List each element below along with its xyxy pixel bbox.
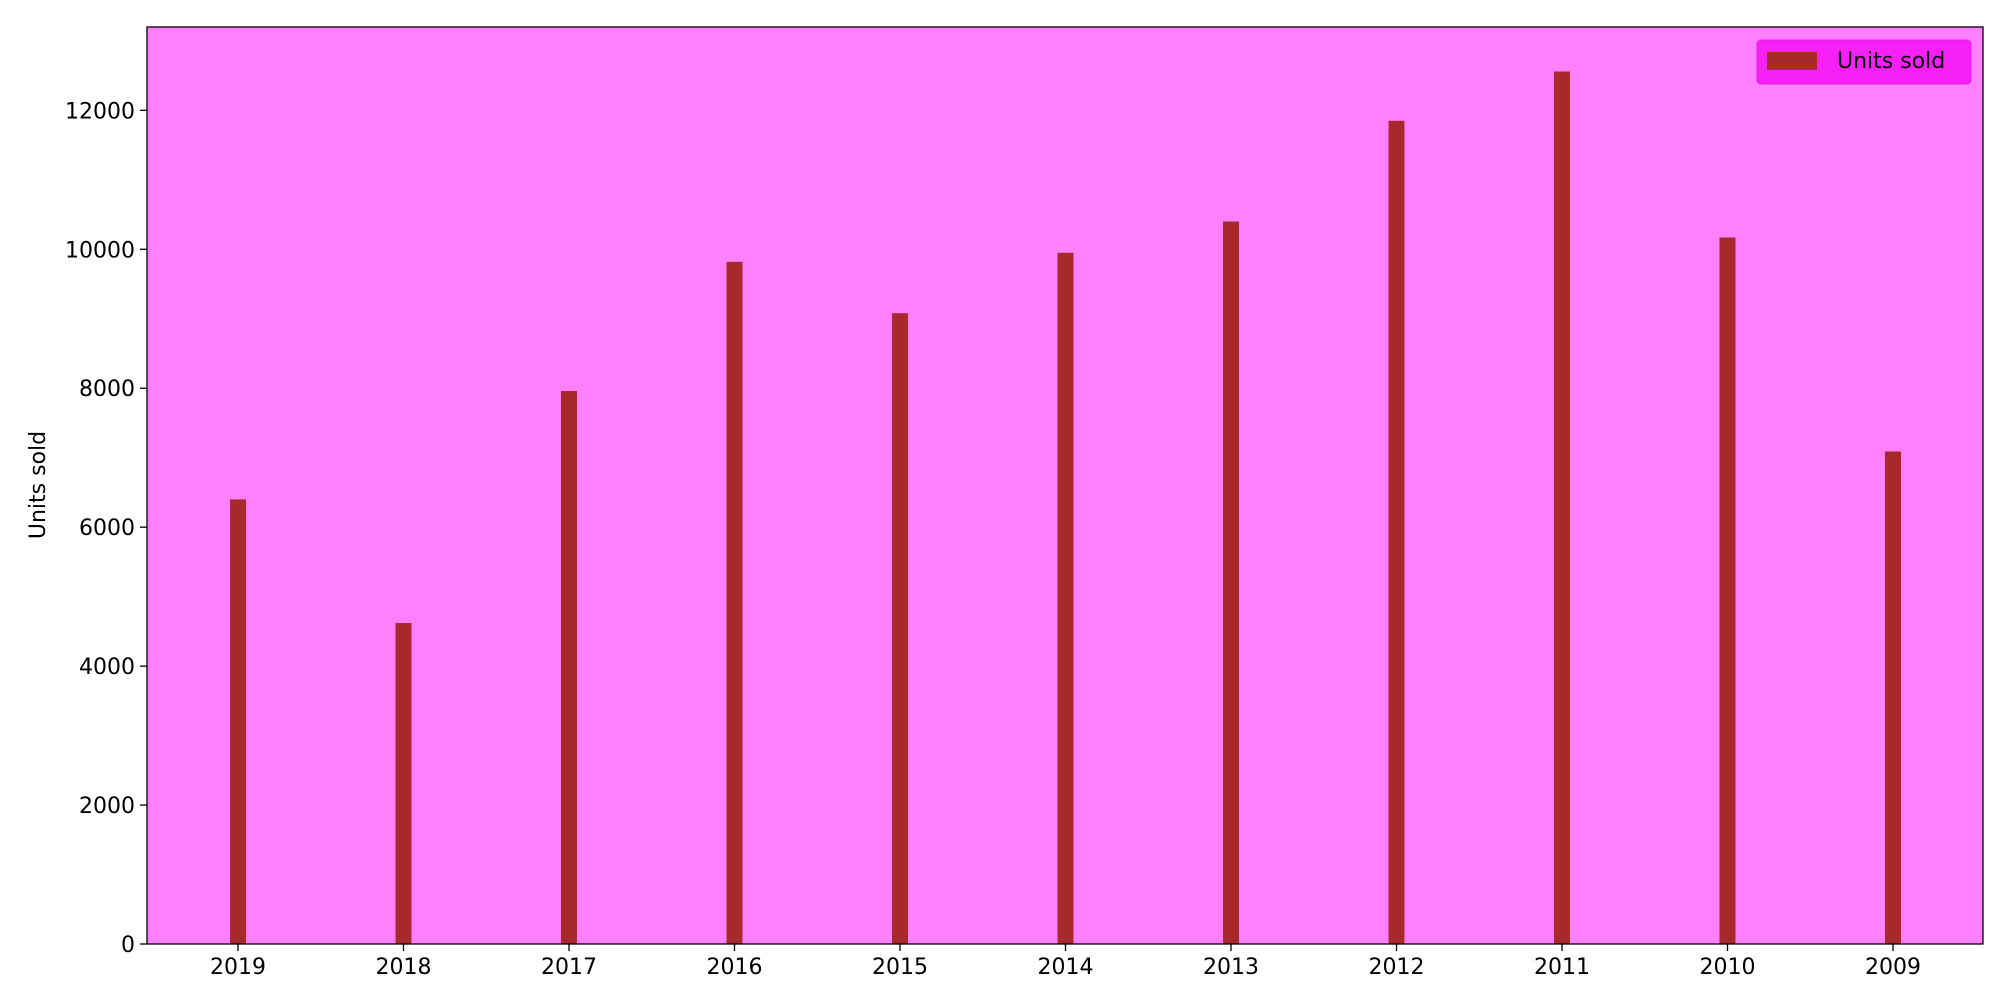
- x-tick-label-2010: 2010: [1700, 955, 1756, 980]
- bar-2010: [1719, 237, 1736, 944]
- bar-2019: [230, 499, 246, 944]
- x-axis: 2019 2018 2017 2016 2015 2014 2013 2012 2011 2010…: [210, 944, 1921, 980]
- plot-frame: [146, 26, 1984, 945]
- legend: Units sold: [1756, 39, 1972, 85]
- bar-2018: [395, 623, 412, 944]
- x-tick-label-2014: 2014: [1038, 955, 1094, 980]
- bars-group: [230, 71, 1901, 945]
- bar-2014: [1057, 252, 1074, 945]
- y-axis-title: Units sold: [26, 431, 51, 539]
- bar-2011: [1554, 71, 1570, 944]
- y-tick-label-12000: 12000: [65, 99, 135, 124]
- legend-label-units-sold: Units sold: [1837, 49, 1945, 74]
- bar-2017: [561, 391, 577, 944]
- legend-swatch: [1767, 52, 1817, 70]
- x-tick-label-2019: 2019: [210, 955, 266, 980]
- bar-2015: [892, 313, 908, 944]
- y-tick-label-6000: 6000: [79, 516, 135, 541]
- x-tick-label-2015: 2015: [872, 955, 928, 980]
- y-tick-label-4000: 4000: [79, 655, 135, 680]
- x-tick-label-2009: 2009: [1865, 955, 1921, 980]
- bar-2012: [1388, 120, 1405, 945]
- x-tick-label-2018: 2018: [376, 955, 432, 980]
- x-tick-label-2013: 2013: [1203, 955, 1259, 980]
- y-tick-label-8000: 8000: [79, 377, 135, 402]
- x-tick-label-2017: 2017: [541, 955, 597, 980]
- x-tick-label-2016: 2016: [707, 955, 763, 980]
- x-tick-label-2012: 2012: [1369, 955, 1425, 980]
- bar-2009: [1885, 451, 1901, 944]
- y-tick-label-2000: 2000: [79, 794, 135, 819]
- y-tick-label-10000: 10000: [65, 238, 135, 263]
- bar-2016: [726, 261, 743, 944]
- legend-box: [1756, 39, 1972, 85]
- y-tick-label-0: 0: [121, 933, 135, 958]
- x-tick-label-2011: 2011: [1534, 955, 1590, 980]
- bar-2013: [1223, 221, 1239, 944]
- y-axis: 0 2000 4000 6000 8000 10000 12000: [65, 99, 147, 958]
